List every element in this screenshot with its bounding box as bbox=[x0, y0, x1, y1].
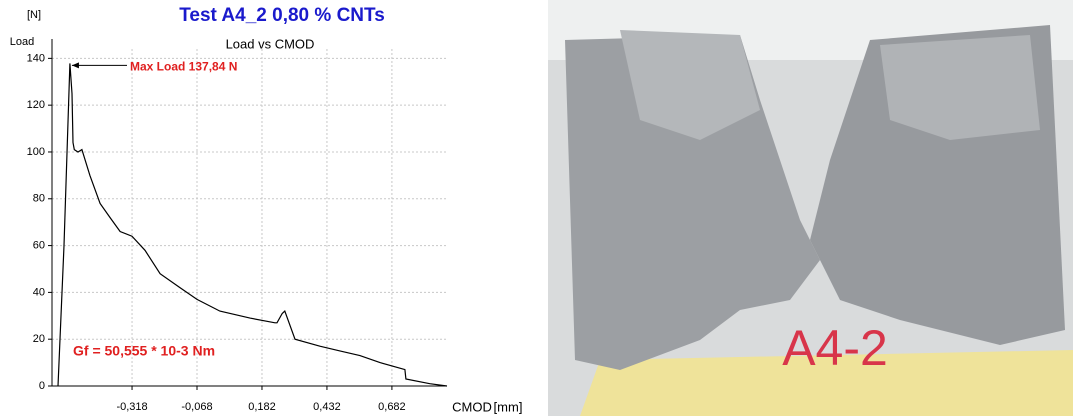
concrete-right-top bbox=[880, 35, 1040, 140]
x-tick-label: -0,068 bbox=[181, 401, 212, 413]
arrow-head bbox=[71, 62, 79, 69]
y-label: Load bbox=[10, 36, 34, 48]
label-paper bbox=[580, 350, 1073, 416]
y-tick-label: 20 bbox=[33, 333, 45, 345]
x-tick-label: -0,318 bbox=[116, 401, 147, 413]
y-unit: [N] bbox=[27, 9, 41, 21]
x-unit: [mm] bbox=[494, 399, 523, 414]
x-tick-label: 0,182 bbox=[248, 401, 276, 413]
x-tick-label: 0,432 bbox=[313, 401, 341, 413]
photo: A4-2 bbox=[548, 0, 1073, 416]
y-tick-label: 60 bbox=[33, 239, 45, 251]
y-tick-label: 0 bbox=[39, 380, 45, 392]
photo-label: A4-2 bbox=[782, 320, 888, 376]
y-tick-label: 40 bbox=[33, 286, 45, 298]
x-tick-label: 0,682 bbox=[378, 401, 406, 413]
concrete-left bbox=[565, 35, 820, 370]
x-label: CMOD bbox=[452, 399, 492, 414]
data-line bbox=[57, 63, 448, 387]
concrete-left-top bbox=[620, 30, 760, 140]
y-tick-label: 140 bbox=[27, 52, 45, 64]
y-tick-label: 100 bbox=[27, 146, 45, 158]
chart-subtitle: Load vs CMOD bbox=[226, 36, 315, 51]
gf-annotation: Gf = 50,555 * 10-3 Nm bbox=[73, 343, 215, 359]
chart-title: Test A4_2 0,80 % CNTs bbox=[179, 5, 385, 26]
y-tick-label: 120 bbox=[27, 99, 45, 111]
y-tick-label: 80 bbox=[33, 193, 45, 205]
max-load-annotation: Max Load 137,84 N bbox=[130, 60, 237, 74]
